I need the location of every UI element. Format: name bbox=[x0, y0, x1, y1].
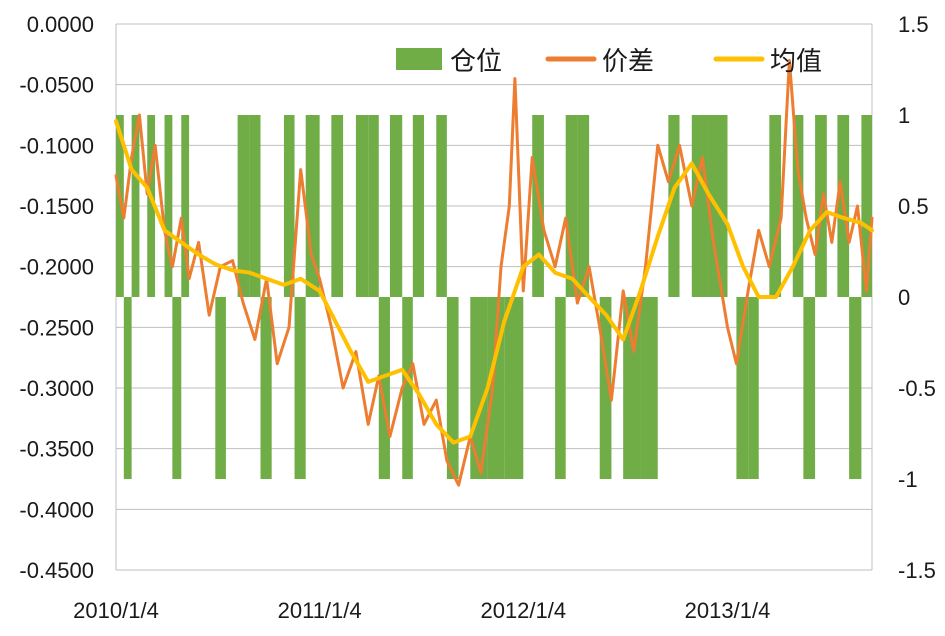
position-area-segment bbox=[436, 115, 447, 297]
position-area-segment bbox=[412, 115, 424, 297]
y-right-tick-label: 1 bbox=[898, 103, 910, 128]
legend-label: 仓位 bbox=[450, 47, 502, 77]
position-area-segment bbox=[355, 115, 369, 297]
position-area-segment bbox=[283, 115, 295, 297]
position-area-segment bbox=[249, 115, 261, 297]
y-left-tick-label: 0.0000 bbox=[27, 12, 94, 37]
position-area-segment bbox=[640, 297, 658, 479]
position-area-segment bbox=[172, 297, 182, 479]
position-area-segment bbox=[237, 115, 250, 297]
position-area-segment bbox=[181, 115, 190, 297]
x-tick-label: 2013/1/4 bbox=[685, 598, 771, 623]
position-area-segment bbox=[446, 297, 459, 479]
legend-label: 价差 bbox=[602, 47, 654, 77]
position-area-segment bbox=[861, 115, 872, 297]
y-right-tick-label: -0.5 bbox=[898, 376, 936, 401]
y-left-tick-label: -0.3000 bbox=[19, 376, 94, 401]
position-area-segment bbox=[215, 297, 226, 479]
position-area-segment bbox=[803, 297, 816, 479]
position-area-segment bbox=[470, 297, 488, 479]
y-right-tick-label: 0 bbox=[898, 285, 910, 310]
position-area-segment bbox=[599, 297, 612, 479]
position-area-segment bbox=[331, 115, 344, 297]
y-left-tick-label: -0.0500 bbox=[19, 73, 94, 98]
y-left-tick-label: -0.2000 bbox=[19, 255, 94, 280]
position-area-segment bbox=[668, 115, 680, 297]
position-area-segment bbox=[736, 297, 749, 479]
position-area-segment bbox=[116, 115, 124, 297]
axis-layer: 0.0000 -0.0500 -0.1000 -0.1500 -0.2000 -0.250… bbox=[19, 12, 936, 623]
spread-line bbox=[114, 58, 874, 487]
y-left-tick-label: -0.4000 bbox=[19, 497, 94, 522]
position-area-segment bbox=[748, 297, 759, 479]
y-left-tick-label: -0.2500 bbox=[19, 315, 94, 340]
legend: 仓位 价差 均值 bbox=[396, 47, 822, 77]
position-area-segment bbox=[123, 297, 132, 479]
mean-line bbox=[114, 119, 874, 445]
y-right-tick-label: 0.5 bbox=[898, 194, 929, 219]
position-area-segment bbox=[555, 297, 566, 479]
x-tick-label: 2012/1/4 bbox=[480, 598, 566, 623]
position-area-segment bbox=[260, 297, 272, 479]
y-right-tick-label: -1.5 bbox=[898, 558, 936, 583]
position-area-segment bbox=[691, 115, 709, 297]
position-area-segment bbox=[504, 297, 524, 479]
legend-label: 均值 bbox=[770, 47, 822, 77]
position-area-segment bbox=[769, 115, 782, 297]
position-area-segment bbox=[849, 297, 862, 479]
y-right-tick-label: 1.5 bbox=[898, 12, 929, 37]
position-area-segment bbox=[378, 297, 390, 479]
position-area-segment bbox=[565, 115, 578, 297]
y-left-tick-label: -0.4500 bbox=[19, 558, 94, 583]
position-area-segment bbox=[368, 115, 379, 297]
position-area-segment bbox=[792, 115, 804, 297]
position-area-segment bbox=[305, 115, 320, 297]
position-area-segment bbox=[389, 115, 403, 297]
position-area-segment bbox=[147, 115, 156, 297]
x-tick-label: 2011/1/4 bbox=[278, 598, 362, 623]
position-area-segment bbox=[131, 115, 140, 297]
position-area-segment bbox=[294, 297, 306, 479]
position-area-segment bbox=[164, 115, 173, 297]
x-tick-label: 2010/1/4 bbox=[73, 598, 159, 623]
line-layer bbox=[114, 58, 874, 487]
position-area-segment bbox=[532, 115, 544, 297]
position-area-segment bbox=[577, 115, 590, 297]
y-left-tick-label: -0.3500 bbox=[19, 437, 94, 462]
position-area-layer bbox=[116, 115, 872, 479]
y-left-tick-label: -0.1000 bbox=[19, 133, 94, 158]
legend-swatch-position bbox=[396, 48, 442, 70]
y-right-tick-label: -1 bbox=[898, 467, 918, 492]
y-left-tick-label: -0.1500 bbox=[19, 194, 94, 219]
position-area-segment bbox=[402, 297, 413, 479]
